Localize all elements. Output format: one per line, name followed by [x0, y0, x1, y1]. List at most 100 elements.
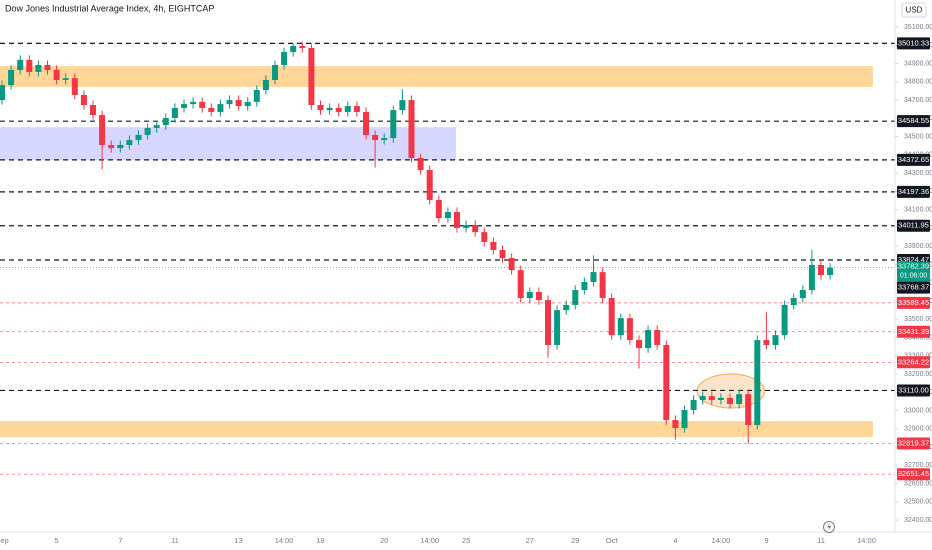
y-tick-label: 33000.00	[904, 407, 932, 414]
level-tag-label: 35010.33	[898, 38, 929, 47]
candle-body	[535, 292, 542, 301]
x-tick-label: Sep	[0, 536, 9, 545]
currency-box[interactable]	[901, 2, 927, 18]
chart-title: Dow Jones Industrial Average Index, 4h, …	[5, 3, 214, 13]
candle-body	[144, 128, 151, 135]
candle-body	[827, 267, 834, 276]
candle-body	[463, 224, 470, 228]
bar-close-label: 33768.37	[898, 283, 929, 292]
candle-body	[426, 170, 433, 200]
candle-body	[253, 90, 260, 102]
candle-body	[508, 258, 515, 271]
x-tick-label: 9	[764, 536, 768, 545]
candle-body	[444, 212, 451, 219]
candle-body	[171, 107, 178, 118]
candle-body	[699, 396, 706, 400]
candle-body	[818, 264, 824, 276]
zones	[0, 66, 873, 438]
zone	[0, 66, 873, 87]
candle-body	[417, 157, 424, 171]
candle-body	[162, 117, 169, 126]
level-tag-label: 34011.95	[898, 221, 929, 230]
last-price-label: 33782.39	[898, 262, 929, 271]
level-tag	[897, 325, 930, 338]
level-tag	[897, 437, 930, 450]
candle-body	[344, 106, 351, 112]
candle-body	[654, 330, 661, 345]
candle-body	[290, 46, 297, 53]
candle-body	[217, 104, 224, 112]
x-tick-label: Oct	[606, 536, 619, 545]
candle-body	[308, 48, 315, 106]
level-tag-label: 33824.47	[898, 255, 929, 264]
candle-body	[226, 100, 233, 105]
candle-body	[353, 106, 360, 112]
y-tick-label: 32400.00	[904, 517, 932, 524]
level-tag	[897, 468, 930, 481]
candle-body	[481, 232, 488, 242]
x-tick-label: 14:00	[857, 536, 876, 545]
candle-body	[190, 101, 197, 105]
level-tag-label: 33431.39	[898, 327, 929, 336]
lightning-icon[interactable]	[823, 521, 835, 533]
y-tick-label: 33900.00	[904, 243, 932, 250]
candle-body	[645, 330, 652, 349]
countdown-label: 01:06:00	[900, 273, 927, 280]
y-tick-label: 33500.00	[904, 316, 932, 323]
x-tick-label: 18	[316, 536, 324, 545]
candle-body	[390, 110, 397, 139]
candle-body	[763, 340, 770, 345]
y-tick-label: 34100.00	[904, 207, 932, 214]
candle-body	[581, 281, 588, 291]
candle-body	[545, 300, 551, 345]
candle-body	[0, 85, 5, 101]
candle-body	[454, 212, 460, 228]
candle-body	[690, 399, 697, 411]
candle-body	[208, 107, 215, 112]
candle-body	[335, 107, 342, 112]
x-tick-label: 7	[118, 536, 122, 545]
zone	[0, 421, 873, 438]
candle-body	[717, 397, 724, 400]
x-tick-label: 14:00	[275, 536, 294, 545]
candle-body	[554, 310, 561, 345]
candle-body	[44, 65, 51, 70]
x-tick-label: 14:00	[712, 536, 731, 545]
level-tag-label: 33110.00	[898, 385, 929, 394]
x-tick-label: 4	[673, 536, 677, 545]
candle-body	[736, 394, 743, 404]
x-tick-label: 5	[55, 536, 59, 545]
candle-body	[490, 241, 497, 251]
x-tick-label: 13	[234, 536, 242, 545]
candle-body	[126, 140, 133, 146]
candle-body	[599, 272, 606, 299]
candle-body	[808, 264, 815, 291]
x-tick-label: 25	[462, 536, 470, 545]
candle-body	[517, 270, 524, 299]
candle-body	[90, 105, 96, 116]
candle-body	[53, 69, 60, 80]
y-tick-label: 33300.00	[904, 353, 932, 360]
y-tick-label: 35100.00	[904, 24, 932, 31]
icon-ring	[823, 521, 835, 533]
candle-body	[108, 145, 115, 149]
candle-body	[590, 272, 597, 282]
candle-body	[727, 397, 733, 404]
candle-body	[708, 396, 715, 400]
candle-body	[62, 78, 69, 80]
zone	[0, 127, 457, 160]
y-tick-label: 33400.00	[904, 334, 932, 341]
level-tag-label: 34197.36	[898, 187, 929, 196]
y-tick-label: 32700.00	[904, 462, 932, 469]
candle-body	[745, 394, 752, 425]
candle-body	[17, 59, 24, 70]
candle-body	[563, 304, 570, 311]
price-tags: 35010.33 34584.55 34372.65 34197.36 34011.95…	[897, 37, 930, 481]
candle-body	[26, 59, 33, 72]
candle-body	[199, 101, 206, 108]
level-tag	[897, 384, 930, 397]
level-tag	[897, 219, 930, 232]
y-tick-label: 34700.00	[904, 97, 932, 104]
